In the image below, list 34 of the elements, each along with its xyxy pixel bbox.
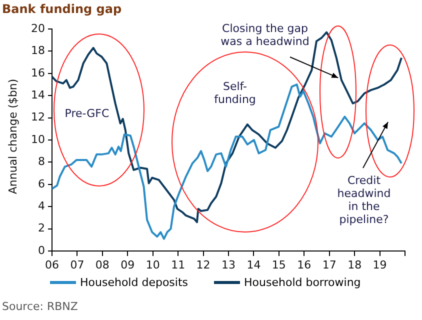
- y-tick-label: 18: [31, 44, 45, 58]
- y-axis-title: Annual change ($bn): [6, 78, 20, 196]
- y-tick-label: 16: [31, 66, 45, 80]
- x-tick-label: 16: [297, 258, 312, 272]
- x-tick-label: 11: [171, 258, 186, 272]
- x-tick-label: 06: [45, 258, 59, 272]
- x-tick-label: 13: [222, 258, 236, 272]
- y-tick-label: 20: [31, 22, 45, 35]
- y-tick-label: 14: [31, 88, 45, 102]
- x-tick-label: 08: [95, 258, 110, 272]
- x-tick-label: 07: [70, 258, 84, 272]
- x-tick-label: 12: [196, 258, 210, 272]
- x-tick-label: 09: [120, 258, 135, 272]
- y-tick-label: 4: [38, 199, 45, 212]
- x-tick-label: 18: [348, 258, 362, 272]
- annotation: Closing the gap was a headwind: [220, 22, 310, 48]
- x-tick-label: 10: [146, 258, 160, 272]
- annotation: Pre-GFC: [64, 107, 110, 120]
- x-tick-label: 17: [322, 258, 336, 272]
- y-tick-label: 12: [31, 110, 45, 124]
- y-tick-label: 10: [31, 132, 45, 146]
- legend-label: Household borrowing: [243, 276, 361, 289]
- x-tick-label: 14: [246, 258, 261, 272]
- y-tick-label: 6: [38, 177, 45, 190]
- x-tick-label: 19: [372, 258, 387, 272]
- chart-title: Bank funding gap: [2, 2, 122, 16]
- legend-label: Household deposits: [79, 276, 188, 289]
- annotation: Self-funding: [213, 80, 257, 106]
- source-note: Source: RBNZ: [2, 300, 79, 313]
- y-tick-label: 0: [38, 244, 45, 257]
- y-tick-label: 2: [38, 222, 45, 235]
- annotation: Credit headwind in the pipeline?: [336, 174, 392, 226]
- x-tick-label: 15: [272, 258, 286, 272]
- y-tick-label: 8: [38, 155, 45, 168]
